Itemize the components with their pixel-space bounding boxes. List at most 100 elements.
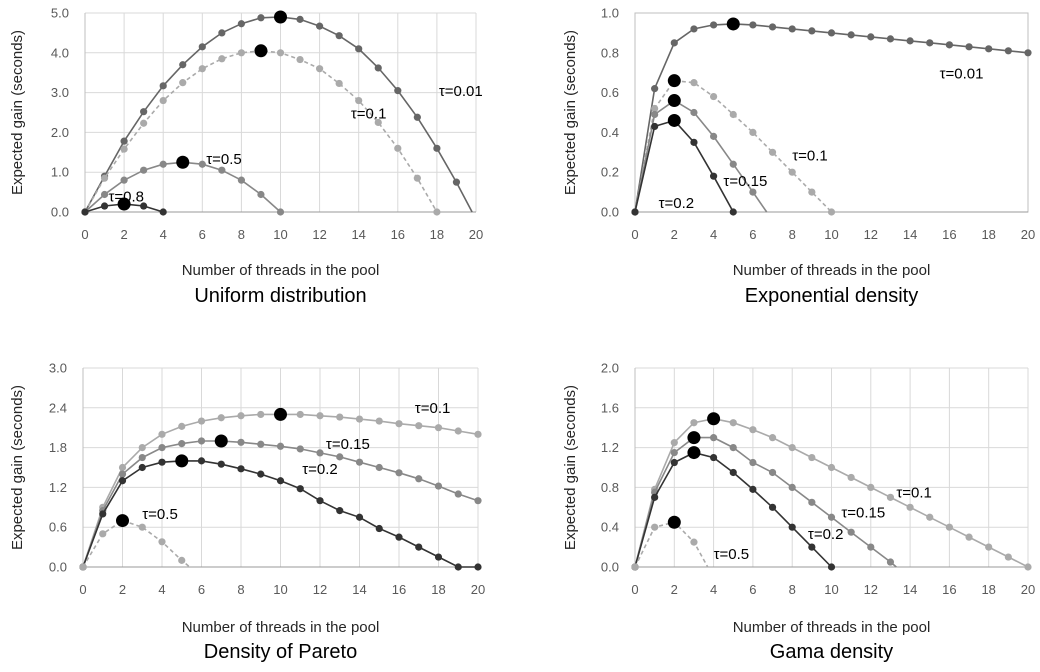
y-tick-label: 0.8 <box>601 480 619 495</box>
y-axis-label: Expected gain (seconds) <box>562 385 579 550</box>
data-point <box>749 485 757 493</box>
data-point <box>415 422 423 430</box>
data-point <box>218 55 226 63</box>
data-point <box>100 202 109 210</box>
data-point <box>218 29 226 37</box>
x-tick-label: 0 <box>631 227 638 242</box>
optimum-point <box>274 407 287 421</box>
series-4 <box>631 119 737 216</box>
y-tick-label: 3.0 <box>49 361 67 376</box>
data-point <box>768 503 777 511</box>
data-point <box>257 14 265 22</box>
x-tick-label: 8 <box>789 227 796 242</box>
x-tick-label: 0 <box>81 227 88 242</box>
x-tick-label: 20 <box>1021 227 1035 242</box>
data-point <box>788 523 796 531</box>
optimum-point <box>667 94 681 108</box>
data-point <box>158 458 166 466</box>
data-point <box>335 79 343 88</box>
y-tick-label: 5.0 <box>51 6 69 21</box>
data-point <box>257 440 265 448</box>
x-tick-label: 20 <box>1021 582 1035 597</box>
x-tick-label: 2 <box>119 582 126 597</box>
data-point <box>120 145 128 153</box>
chart-1: 0.0 1.0 2.0 3.0 4.0 5.0 0 2 4 6 8 10 12 14 16 18 20 Numbe… <box>9 6 483 308</box>
optimum-point <box>687 431 701 445</box>
data-point <box>1004 553 1012 561</box>
x-tick-label: 2 <box>120 227 127 242</box>
data-point <box>237 438 245 446</box>
data-point <box>158 444 166 452</box>
data-point <box>375 417 383 425</box>
chart-title: Exponential density <box>745 285 918 307</box>
optimum-point <box>254 44 268 58</box>
data-point <box>965 533 973 541</box>
data-point <box>670 458 678 467</box>
y-axis-label: Expected gain (seconds) <box>9 30 26 195</box>
x-tick-label: 6 <box>749 582 756 597</box>
x-tick-label: 14 <box>351 227 365 242</box>
data-point <box>827 563 836 571</box>
data-point <box>296 15 304 23</box>
data-point <box>690 108 698 117</box>
data-point <box>631 563 639 571</box>
data-point <box>749 128 757 136</box>
x-tick-label: 8 <box>237 582 244 597</box>
data-point <box>316 497 324 505</box>
chart-title: Density of Pareto <box>204 641 357 663</box>
data-point <box>99 510 107 518</box>
y-tick-label: 1.2 <box>49 480 67 495</box>
data-point <box>788 444 796 452</box>
data-point <box>433 208 441 216</box>
x-tick-label: 18 <box>981 582 995 597</box>
data-point <box>197 417 206 425</box>
y-tick-label: 4.0 <box>51 45 69 60</box>
y-tick-label: 0.0 <box>49 560 67 575</box>
data-point <box>474 563 482 571</box>
data-point <box>474 430 482 438</box>
y-tick-label: 0.4 <box>601 125 619 140</box>
series-label: τ=0.15 <box>326 436 370 453</box>
series-label: τ=0.2 <box>808 526 844 543</box>
series-line <box>634 119 735 213</box>
data-point <box>140 202 148 210</box>
data-point <box>945 41 954 49</box>
y-tick-label: 0.0 <box>51 205 69 220</box>
series-label: τ=0.1 <box>896 484 932 501</box>
x-tick-label: 10 <box>824 227 838 242</box>
data-point <box>178 422 186 430</box>
series-label: τ=0.5 <box>206 151 242 168</box>
data-point <box>198 65 206 73</box>
series-label: τ=0.1 <box>351 105 387 122</box>
y-tick-label: 1.2 <box>601 440 619 455</box>
data-point <box>198 160 206 168</box>
data-point <box>218 166 226 174</box>
x-tick-label: 16 <box>391 227 405 242</box>
data-point <box>433 144 441 152</box>
data-point <box>454 490 462 498</box>
y-tick-label: 2.0 <box>601 361 619 376</box>
data-point <box>867 543 875 551</box>
series-line <box>634 23 1029 213</box>
data-point <box>415 543 423 551</box>
data-point <box>257 470 265 478</box>
data-point <box>296 485 304 493</box>
data-point <box>434 424 443 432</box>
series-4 <box>631 521 709 571</box>
data-point <box>847 473 855 482</box>
data-point <box>374 64 382 72</box>
data-point <box>985 45 993 53</box>
data-point <box>729 160 737 168</box>
optimum-point <box>274 10 287 24</box>
optimum-point <box>176 155 190 169</box>
optimum-point <box>667 113 681 127</box>
optimum-point <box>667 515 681 529</box>
y-tick-label: 0.8 <box>601 45 619 60</box>
data-point <box>1004 47 1012 55</box>
data-point <box>454 563 462 571</box>
data-point <box>474 497 482 505</box>
data-point <box>336 507 344 515</box>
data-point <box>197 457 206 465</box>
chart-4: 0.0 0.4 0.8 1.2 1.6 2.0 0 2 4 6 8 10 12 14 16 18 20 Numbe… <box>562 361 1035 664</box>
